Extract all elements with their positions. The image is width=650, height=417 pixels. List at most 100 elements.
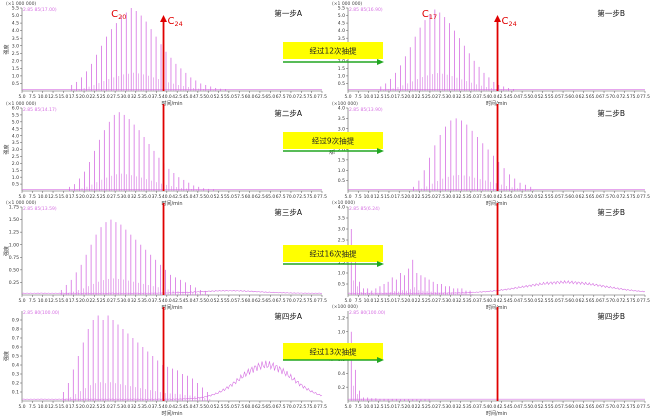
x-tick-label: 42.5 — [497, 194, 507, 200]
peak-info-label: 2.85 85(13.59) — [23, 206, 57, 212]
x-tick-label: 5.0 — [345, 298, 352, 304]
x-tick-label: 67.5 — [599, 194, 609, 200]
x-tick-label: 15.0 — [384, 194, 394, 200]
x-tick-label: 27.5 — [435, 94, 445, 100]
x-tick-label: 25.0 — [100, 194, 110, 200]
x-tick-label: 10.0 — [364, 94, 374, 100]
x-tick-label: 47.5 — [517, 194, 527, 200]
y-tick-label: 1.5 — [338, 66, 345, 72]
x-tick-label: 50.0 — [527, 298, 537, 304]
x-tick-label: 15.0 — [58, 194, 68, 200]
x-tick-label: 52.5 — [214, 404, 224, 410]
x-tick-label: 12.5 — [374, 94, 384, 100]
x-tick-label: 5.0 — [345, 404, 352, 410]
x-tick-label: 40.0 — [162, 404, 172, 410]
x-tick-label: 7.5 — [29, 94, 36, 100]
y-tick-label: 2.0 — [338, 147, 345, 153]
x-tick-label: 57.5 — [234, 298, 244, 304]
x-tick-label: 35.0 — [141, 298, 151, 304]
x-tick-label: 52.5 — [538, 194, 548, 200]
x-tick-label: 70.0 — [286, 298, 296, 304]
x-tick-label: 10.0 — [364, 404, 374, 410]
x-tick-label: 52.5 — [538, 404, 548, 410]
x-tick-label: 65.0 — [265, 298, 275, 304]
x-tick-label: 57.5 — [558, 298, 568, 304]
x-tick-label: 22.5 — [415, 194, 425, 200]
chromatogram-trace — [348, 118, 645, 191]
panel-title: 第二步A — [274, 108, 302, 118]
x-tick-label: 25.0 — [425, 94, 435, 100]
x-tick-label: 42.5 — [497, 404, 507, 410]
multiplier-label: (×1 000 000) — [6, 200, 36, 206]
arrow-head — [377, 261, 384, 267]
x-tick-label: 57.5 — [558, 94, 568, 100]
x-tick-label: 12.5 — [374, 298, 384, 304]
x-tick-label: 72.5 — [620, 404, 630, 410]
x-tick-label: 52.5 — [538, 94, 548, 100]
y-tick-label: 1.75 — [9, 205, 19, 211]
x-tick-label: 17.5 — [69, 404, 79, 410]
reference-marker-arrowhead — [494, 15, 502, 22]
y-tick-label: 1.0 — [338, 74, 345, 80]
x-tick-label: 15.0 — [58, 404, 68, 410]
y-tick-label: 1.5 — [338, 157, 345, 163]
x-tick-label: 12.5 — [374, 194, 384, 200]
x-tick-label: 65.0 — [265, 404, 275, 410]
x-tick-label: 75.0 — [630, 94, 640, 100]
x-tick-label: 15.0 — [384, 298, 394, 304]
peak-info-label: 2.85 80(100.00) — [23, 310, 60, 316]
x-tick-label: 65.0 — [589, 194, 599, 200]
panel-title: 第三步A — [274, 207, 302, 217]
y-tick-label: 5.5 — [12, 113, 19, 119]
extraction-label-box — [283, 343, 383, 360]
y-tick-label: 0.75 — [9, 255, 19, 261]
y-tick-label: 3.5 — [338, 116, 345, 122]
x-tick-label: 72.5 — [296, 94, 306, 100]
peak-info-label: 2.85 85(6.24) — [349, 206, 380, 212]
x-tick-label: 20.0 — [79, 94, 89, 100]
chromatogram-trace — [22, 112, 322, 191]
multiplier-label: (×1 000 000) — [6, 101, 36, 107]
x-tick-label: 50.0 — [203, 94, 213, 100]
x-tick-label: 37.5 — [476, 298, 486, 304]
x-tick-label: 37.5 — [476, 194, 486, 200]
x-tick-label: 60.0 — [568, 94, 578, 100]
y-axis-label: 强度 — [3, 351, 10, 361]
y-tick-label: 0.1 — [12, 390, 19, 396]
x-tick-label: 72.5 — [296, 194, 306, 200]
x-tick-label: 12.5 — [48, 194, 58, 200]
x-tick-label: 45.0 — [183, 298, 193, 304]
panel-title: 第一步A — [274, 8, 302, 18]
arrow-head — [377, 357, 384, 363]
y-tick-label: 3.5 — [12, 140, 19, 146]
x-tick-label: 75.0 — [630, 194, 640, 200]
y-tick-label: 2.5 — [12, 51, 19, 57]
x-axis-label: 时间/min — [161, 100, 182, 107]
x-tick-label: 20.0 — [405, 298, 415, 304]
y-tick-label: 2.0 — [12, 161, 19, 167]
y-tick-label: 1.2 — [338, 316, 345, 322]
y-tick-label: 0.2 — [12, 381, 19, 387]
y-tick-label: 0.9 — [12, 318, 19, 324]
y-tick-label: 2.5 — [338, 238, 345, 244]
y-axis-label: 强度 — [329, 144, 336, 154]
y-tick-label: 1.5 — [12, 168, 19, 174]
panel-title: 第四步A — [274, 311, 302, 321]
extraction-arrow: 经过9次抽提 — [283, 132, 384, 154]
x-tick-label: 17.5 — [69, 194, 79, 200]
x-tick-label: 17.5 — [394, 94, 404, 100]
peak-info-label: 2.85 85(16.90) — [349, 7, 383, 13]
extraction-label: 经过16次抽提 — [309, 249, 357, 259]
x-tick-label: 60.0 — [568, 298, 578, 304]
extraction-arrow: 经过12次抽提 — [283, 42, 384, 65]
x-tick-label: 17.5 — [394, 194, 404, 200]
y-tick-label: 1.0 — [12, 175, 19, 181]
y-tick-label: 1.5 — [338, 260, 345, 266]
x-tick-label: 62.5 — [255, 194, 265, 200]
x-tick-label: 50.0 — [527, 194, 537, 200]
y-tick-label: 4.0 — [12, 133, 19, 139]
x-tick-label: 65.0 — [589, 94, 599, 100]
x-tick-label: 67.5 — [276, 94, 286, 100]
x-tick-label: 67.5 — [599, 94, 609, 100]
x-tick-label: 7.5 — [29, 298, 36, 304]
